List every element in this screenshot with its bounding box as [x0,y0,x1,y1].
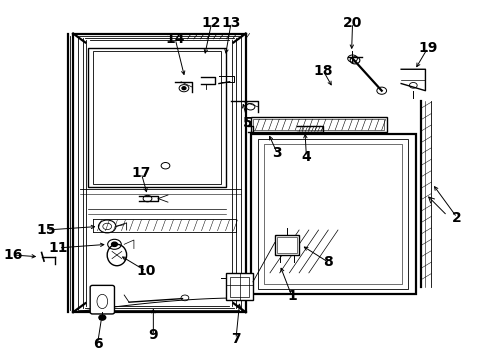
Text: 6: 6 [93,337,102,351]
Text: 8: 8 [323,255,333,269]
Bar [277,237,296,253]
Text: 12: 12 [202,16,221,30]
Text: 16: 16 [4,248,23,262]
Bar [88,48,226,187]
Text: 7: 7 [231,332,241,346]
Bar [258,139,409,289]
Bar [250,117,387,132]
Text: 20: 20 [343,16,362,30]
Text: 18: 18 [314,64,333,78]
Text: 4: 4 [301,150,311,164]
Bar [230,277,248,297]
Text: 10: 10 [136,264,156,278]
Text: 15: 15 [37,223,56,237]
FancyBboxPatch shape [90,285,115,314]
Bar [264,144,402,284]
Circle shape [99,315,106,320]
Text: 11: 11 [49,241,68,255]
Circle shape [112,242,118,247]
Text: 9: 9 [148,328,158,342]
Text: 5: 5 [243,116,253,130]
Text: 13: 13 [221,16,241,30]
Text: 1: 1 [287,289,297,303]
Bar [250,134,416,294]
Text: 17: 17 [131,166,151,180]
Text: 2: 2 [452,211,462,225]
Circle shape [182,87,186,90]
Bar [275,235,299,255]
Text: 14: 14 [166,32,185,46]
Ellipse shape [107,244,126,266]
Text: 3: 3 [272,146,282,160]
Bar [253,119,384,130]
Text: 19: 19 [418,41,438,55]
Bar [226,273,253,300]
Bar [93,51,221,184]
